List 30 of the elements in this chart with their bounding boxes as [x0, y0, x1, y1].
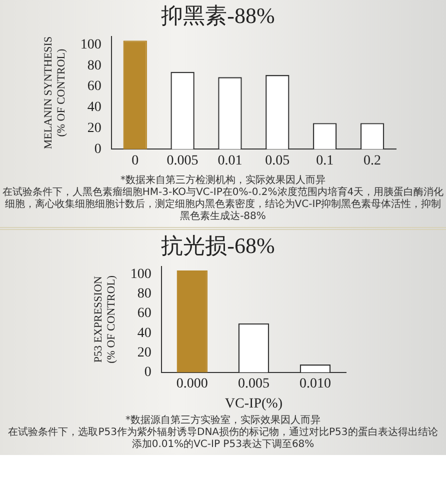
x-tick-label: 0.2	[364, 153, 382, 168]
text: *数据来自第三方检测机构，实际效果因人而异	[120, 175, 326, 186]
x-tick-label: 0.010	[299, 376, 331, 392]
y-tick-label: 40	[87, 100, 102, 116]
x-tick-label: 0.01	[218, 153, 242, 168]
y-tick-label: 0	[94, 142, 102, 157]
text: 在试验条件下，人黑色素瘤细胞HM-3-KO与VC-IP在0%-0.2%浓度范围内培育4天，用胰蛋白酶消化细胞，离心收集细胞细胞计数后，测定细胞内黑色素密度，结论为VC-IP抑制黑色素母体活性，抑制黑色素生成达-88%	[2, 187, 444, 223]
x-axis-title: VC-IP(%)	[224, 396, 283, 412]
y-axis-title: P53 EXPRESSION (% OF CONTROL)	[92, 275, 118, 364]
chart-title: 抗光损-68%	[161, 232, 275, 258]
x-tick-label: 0.05	[265, 153, 290, 168]
y-tick-label: 60	[87, 79, 102, 94]
x-tick-label: 0.1	[316, 153, 334, 168]
x-tick-label: 0.005	[166, 153, 198, 168]
text: 在试验条件下，选取P53作为紫外辐射诱导DNA损伤的标记物，通过对比P53的蛋白表达得出结论	[7, 427, 439, 438]
y-axis-title: MELANIN SYNTHESIS (% OF CONTROL)	[42, 36, 68, 150]
text: 添加0.01%的VC-IP P53表达下调至68%	[130, 439, 316, 451]
y-tick-label: 60	[137, 306, 152, 322]
x-tick-label: 0.005	[238, 376, 270, 392]
y-tick-label: 100	[130, 266, 152, 282]
y-tick-label: 100	[80, 37, 102, 52]
y-tick-label: 80	[137, 286, 152, 302]
y-tick-label: 20	[137, 345, 152, 360]
chart-title: 抑黑素-88%	[161, 2, 275, 28]
y-tick-label: 20	[87, 120, 102, 136]
x-tick-label: 0.000	[176, 376, 208, 392]
y-tick-label: 0	[144, 365, 152, 380]
y-tick-label: 40	[137, 326, 152, 341]
y-tick-label: 80	[87, 58, 102, 74]
text: *数据源自第三方实验室，实际效果因人而异	[124, 415, 322, 426]
